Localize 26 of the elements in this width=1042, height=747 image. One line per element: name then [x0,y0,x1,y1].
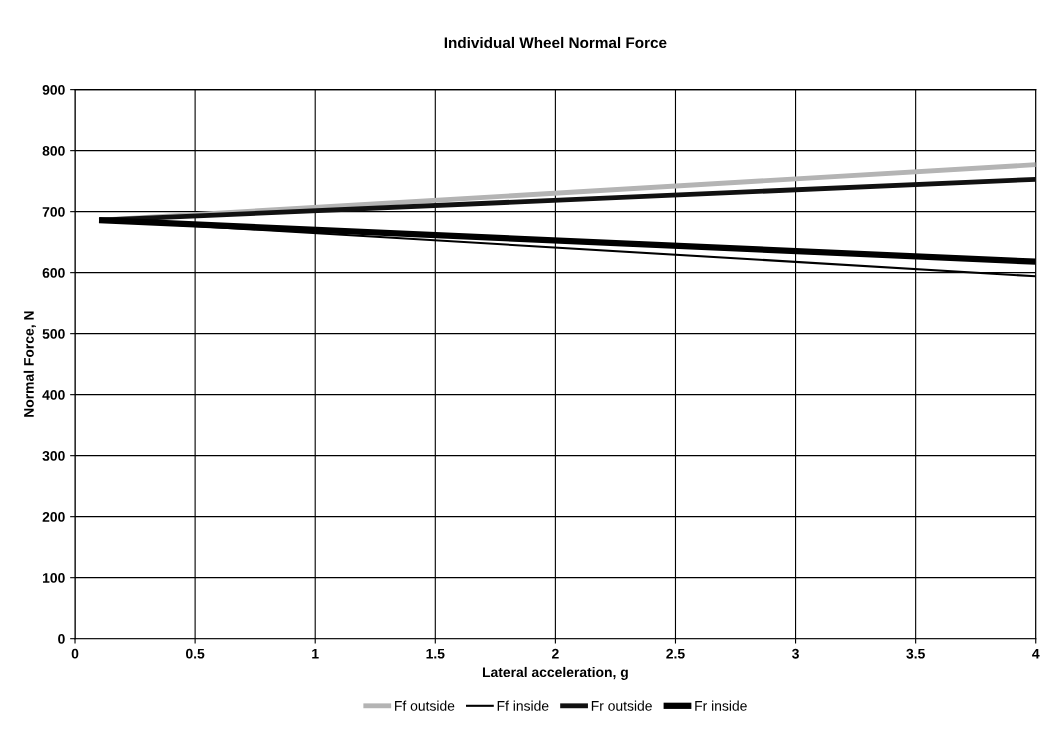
x-axis-title: Lateral acceleration, g [482,666,628,680]
y-tick-label: 500 [42,328,65,339]
x-tick-label: 0 [71,648,79,659]
y-tick-label: 200 [42,512,65,522]
legend-label: Fr inside [695,700,747,711]
x-tick-label: 2.5 [666,648,685,659]
x-tick-label: 2 [552,648,559,659]
y-tick-label: 0 [58,634,65,644]
y-tick-label: 900 [42,84,65,95]
x-tick-label: 3.5 [906,648,925,659]
y-axis-title: Normal Force, N [23,311,36,417]
legend-label: Ff outside [395,700,455,711]
y-tick-label: 300 [42,451,65,461]
legend-label: Ff inside [497,700,549,711]
y-tick-label: 100 [43,573,65,583]
y-tick-label: 600 [42,267,65,278]
legend-label: Fr outside [591,700,652,711]
x-tick-label: 1.5 [426,648,445,659]
x-tick-label: 1 [312,648,319,659]
y-tick-label: 700 [42,206,65,217]
x-tick-label: 3 [792,648,799,659]
x-tick-label: 0.5 [186,648,205,659]
x-tick-label: 4 [1032,648,1040,659]
chart-title: Individual Wheel Normal Force [444,36,667,49]
y-tick-label: 400 [42,390,65,400]
y-tick-label: 800 [42,145,65,156]
